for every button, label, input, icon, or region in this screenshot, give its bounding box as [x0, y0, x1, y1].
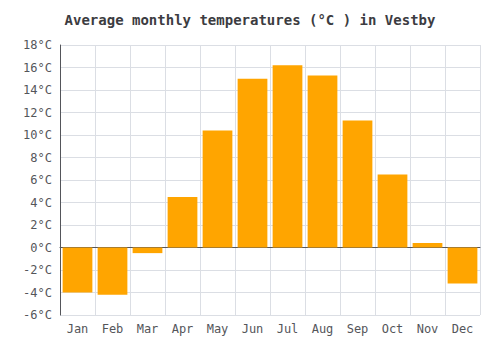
svg-text:Jun: Jun — [242, 322, 264, 336]
svg-text:10°C: 10°C — [23, 128, 52, 142]
svg-text:Aug: Aug — [312, 322, 334, 336]
svg-text:Feb: Feb — [102, 322, 124, 336]
svg-text:16°C: 16°C — [23, 61, 52, 75]
svg-text:4°C: 4°C — [30, 196, 52, 210]
svg-text:14°C: 14°C — [23, 83, 52, 97]
svg-text:Jan: Jan — [67, 322, 89, 336]
svg-text:Dec: Dec — [452, 322, 474, 336]
svg-text:Oct: Oct — [382, 322, 404, 336]
svg-text:2°C: 2°C — [30, 218, 52, 232]
svg-text:Nov: Nov — [417, 322, 439, 336]
svg-text:-6°C: -6°C — [23, 308, 52, 322]
svg-text:8°C: 8°C — [30, 151, 52, 165]
svg-text:-2°C: -2°C — [23, 263, 52, 277]
svg-text:Average monthly temperatures (: Average monthly temperatures (°C ) in Ve… — [65, 12, 436, 28]
svg-text:-4°C: -4°C — [23, 286, 52, 300]
svg-text:12°C: 12°C — [23, 106, 52, 120]
svg-text:6°C: 6°C — [30, 173, 52, 187]
svg-text:0°C: 0°C — [30, 241, 52, 255]
svg-text:Sep: Sep — [347, 322, 369, 336]
svg-text:May: May — [207, 322, 229, 336]
svg-text:18°C: 18°C — [23, 38, 52, 52]
svg-text:Jul: Jul — [277, 322, 299, 336]
svg-text:Mar: Mar — [137, 322, 159, 336]
svg-text:Apr: Apr — [172, 322, 194, 336]
